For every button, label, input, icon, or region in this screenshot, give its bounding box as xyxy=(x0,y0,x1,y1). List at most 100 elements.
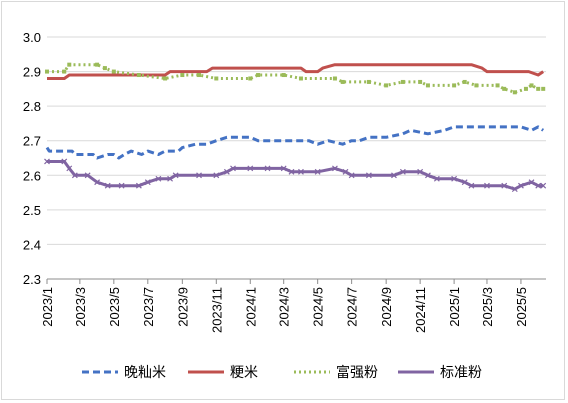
series-point xyxy=(384,83,389,88)
series-point xyxy=(172,172,179,179)
series-point xyxy=(163,76,168,81)
y-tick-label: 2.5 xyxy=(23,203,41,218)
series-point xyxy=(111,69,116,74)
series-point xyxy=(348,172,355,179)
series-point xyxy=(391,172,397,179)
series-point xyxy=(518,182,524,189)
series-point xyxy=(62,69,67,74)
series-point xyxy=(144,179,151,186)
series-point xyxy=(230,165,236,172)
series-line-3 xyxy=(47,63,544,94)
x-tick-label: 2023/9 xyxy=(175,287,190,327)
series-point xyxy=(248,76,253,81)
series-point xyxy=(535,182,542,189)
series-point xyxy=(536,86,541,91)
series-point xyxy=(256,73,261,78)
x-tick-label: 2024/5 xyxy=(311,287,326,327)
series-point xyxy=(425,172,431,179)
legend-label-2: 粳米 xyxy=(230,365,258,381)
series-point xyxy=(214,76,219,81)
x-tick-label: 2025/5 xyxy=(514,287,529,327)
x-tick-label: 2023/5 xyxy=(107,287,122,327)
series-point xyxy=(484,182,490,189)
y-tick-label: 2.6 xyxy=(23,168,41,183)
series-point xyxy=(223,168,230,175)
x-tick-label: 2025/1 xyxy=(447,287,462,327)
series-point xyxy=(523,86,528,91)
x-tick-label: 2024/7 xyxy=(345,287,360,327)
series-point xyxy=(167,175,174,182)
x-tick-label: 2023/3 xyxy=(73,287,88,327)
series-point xyxy=(399,168,406,175)
series-point xyxy=(102,66,107,71)
y-tick-label: 2.8 xyxy=(23,99,41,114)
x-tick-label: 2024/1 xyxy=(243,287,258,327)
series-point xyxy=(67,62,72,67)
legend-label-4: 标准粉 xyxy=(440,365,482,381)
series-point xyxy=(94,179,101,186)
series-point xyxy=(44,158,50,165)
series-point xyxy=(501,182,508,189)
series-point xyxy=(529,83,534,88)
y-tick-label: 2.3 xyxy=(23,272,41,287)
series-point xyxy=(468,182,475,189)
legend-label-3: 富强粉 xyxy=(336,364,378,381)
x-tick-label: 2023/7 xyxy=(141,287,156,327)
series-point xyxy=(462,79,467,84)
series-point xyxy=(541,86,546,91)
series-point xyxy=(314,168,321,175)
series-point xyxy=(135,182,142,189)
y-tick-label: 2.4 xyxy=(23,237,41,252)
series-point xyxy=(197,73,202,78)
grid-lines xyxy=(47,36,546,245)
series-point xyxy=(365,172,372,179)
x-tick-label: 2025/3 xyxy=(480,287,495,327)
series-point xyxy=(425,83,430,88)
series-point xyxy=(61,158,68,165)
series-point xyxy=(400,79,405,84)
series-point xyxy=(196,172,202,179)
series-point xyxy=(155,175,162,182)
x-tick-label: 2024/11 xyxy=(413,287,428,333)
series-point xyxy=(340,79,345,84)
series-point xyxy=(512,90,517,95)
series-point xyxy=(366,79,371,84)
series-point xyxy=(288,168,295,175)
series-point xyxy=(417,168,424,175)
series-point xyxy=(104,182,111,189)
series-point xyxy=(502,86,507,91)
x-tick-label: 2023/11 xyxy=(209,287,224,333)
series-point xyxy=(84,172,91,179)
series-line-4 xyxy=(47,160,544,191)
series-point xyxy=(45,69,49,74)
series-point xyxy=(298,76,303,81)
series-point xyxy=(264,165,271,172)
series-point xyxy=(247,165,254,172)
series-line-1 xyxy=(45,125,545,160)
series-point xyxy=(332,165,338,172)
y-tick-label: 3.0 xyxy=(23,30,41,45)
x-tick-label: 2023/1 xyxy=(40,287,55,327)
series-point xyxy=(342,168,349,175)
series-point xyxy=(213,172,220,179)
y-tick-label: 2.9 xyxy=(23,65,41,80)
series-point xyxy=(136,73,141,78)
y-tick-label: 2.7 xyxy=(23,134,41,149)
legend-label-1: 晚籼米 xyxy=(124,365,166,381)
series-point xyxy=(474,83,479,88)
x-tick-label: 2024/3 xyxy=(277,287,292,327)
series-point xyxy=(452,83,457,88)
series-point xyxy=(280,165,287,172)
series-point xyxy=(71,172,78,179)
series-point xyxy=(281,73,286,78)
series-point xyxy=(66,165,73,172)
series-point xyxy=(180,73,185,78)
series-point xyxy=(461,179,468,186)
series-point xyxy=(495,83,500,88)
series-point xyxy=(418,79,423,84)
series-point xyxy=(433,175,440,182)
series-point xyxy=(451,175,458,182)
series-point xyxy=(332,76,337,81)
series-point xyxy=(540,182,547,189)
